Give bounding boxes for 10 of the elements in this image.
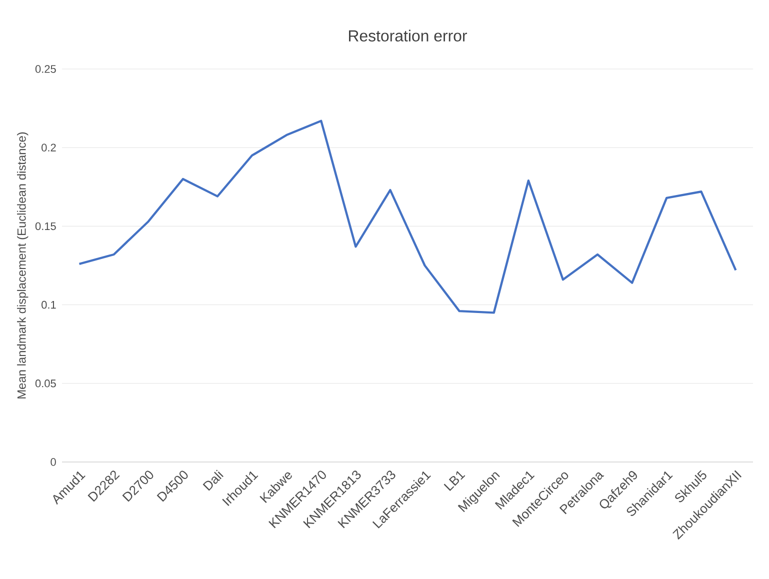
y-tick-label: 0 <box>50 458 56 466</box>
y-tick-label: 0.05 <box>35 380 56 388</box>
y-tick-label: 0.2 <box>42 144 56 152</box>
y-tick-label: 0.25 <box>35 65 56 73</box>
chart-title: Restoration error <box>349 30 468 42</box>
y-tick-label: 0.15 <box>35 222 56 230</box>
x-tick-label: Dali <box>202 470 224 491</box>
line-series <box>78 120 737 314</box>
y-tick-label: 0.1 <box>42 300 56 309</box>
y-axis-title: Mean landmark displacement (Euclidean distance) <box>17 132 28 398</box>
